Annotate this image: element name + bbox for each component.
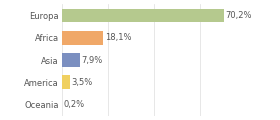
Text: 7,9%: 7,9% (82, 55, 103, 65)
Text: 3,5%: 3,5% (71, 78, 93, 87)
Bar (62, 75, 70, 89)
Bar (62, 9, 224, 22)
Text: 70,2%: 70,2% (226, 11, 252, 20)
Bar (62, 31, 103, 45)
Bar (62, 53, 80, 67)
Text: 0,2%: 0,2% (64, 100, 85, 109)
Text: 18,1%: 18,1% (105, 33, 132, 42)
